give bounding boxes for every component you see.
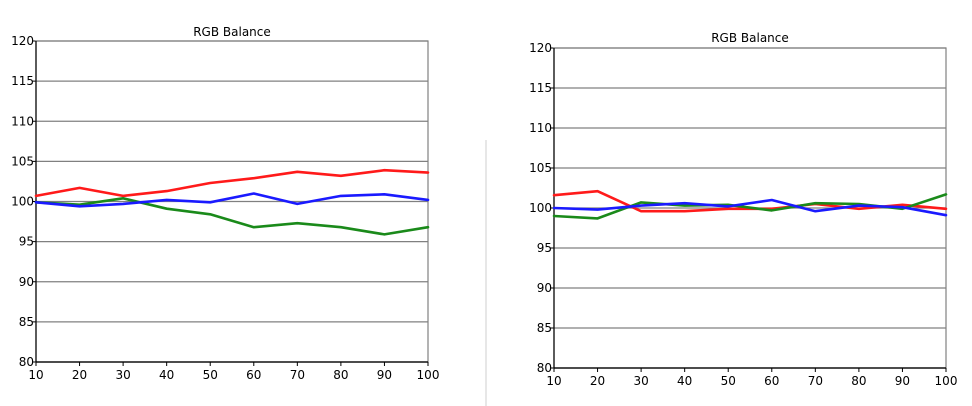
x-tick-label: 80: [333, 368, 348, 382]
y-tick-label: 95: [537, 241, 552, 255]
x-tick-label: 80: [851, 374, 866, 388]
y-tick-label: 100: [11, 195, 34, 209]
x-tick-label: 50: [721, 374, 736, 388]
x-tick-label: 20: [72, 368, 87, 382]
y-tick-label: 110: [11, 114, 34, 128]
series-line-0: [34, 168, 430, 198]
series-line-1: [34, 197, 430, 236]
x-tick-label: 100: [417, 368, 440, 382]
x-tick-label: 90: [377, 368, 392, 382]
series-line-2: [552, 198, 948, 217]
chart-title: RGB Balance: [711, 31, 789, 45]
y-tick-label: 95: [19, 235, 34, 249]
y-tick-label: 80: [537, 361, 552, 375]
x-tick-label: 30: [633, 374, 648, 388]
chart-right: RGB Balance 80 85 90 95 100 105 110 115 120 10 20 30…: [529, 31, 957, 388]
x-tick-label: 10: [28, 368, 43, 382]
x-tick-label: 60: [246, 368, 261, 382]
y-tick-label: 85: [19, 315, 34, 329]
x-tick-label: 30: [115, 368, 130, 382]
x-tick-label: 20: [590, 374, 605, 388]
y-tick-label: 80: [19, 355, 34, 369]
x-tick-label: 10: [546, 374, 561, 388]
x-tick-label: 40: [677, 374, 692, 388]
x-tick-label: 40: [159, 368, 174, 382]
y-tick-label: 100: [529, 201, 552, 215]
y-tick-label: 120: [11, 34, 34, 48]
series-line-2: [34, 192, 430, 208]
chart-title: RGB Balance: [193, 25, 271, 39]
x-tick-label: 100: [935, 374, 958, 388]
y-tick-label: 115: [11, 74, 34, 88]
x-tick-label: 50: [203, 368, 218, 382]
y-tick-label: 105: [11, 154, 34, 168]
y-tick-label: 90: [19, 275, 34, 289]
y-tick-label: 85: [537, 321, 552, 335]
y-tick-label: 115: [529, 81, 552, 95]
x-tick-label: 70: [808, 374, 823, 388]
x-tick-label: 90: [895, 374, 910, 388]
chart-left: RGB Balance 80 85 90 95 100 105 110 115 120 10 20 30…: [11, 25, 439, 382]
y-tick-label: 90: [537, 281, 552, 295]
y-tick-label: 105: [529, 161, 552, 175]
x-tick-label: 60: [764, 374, 779, 388]
y-tick-label: 110: [529, 121, 552, 135]
x-tick-label: 70: [290, 368, 305, 382]
y-tick-label: 120: [529, 41, 552, 55]
